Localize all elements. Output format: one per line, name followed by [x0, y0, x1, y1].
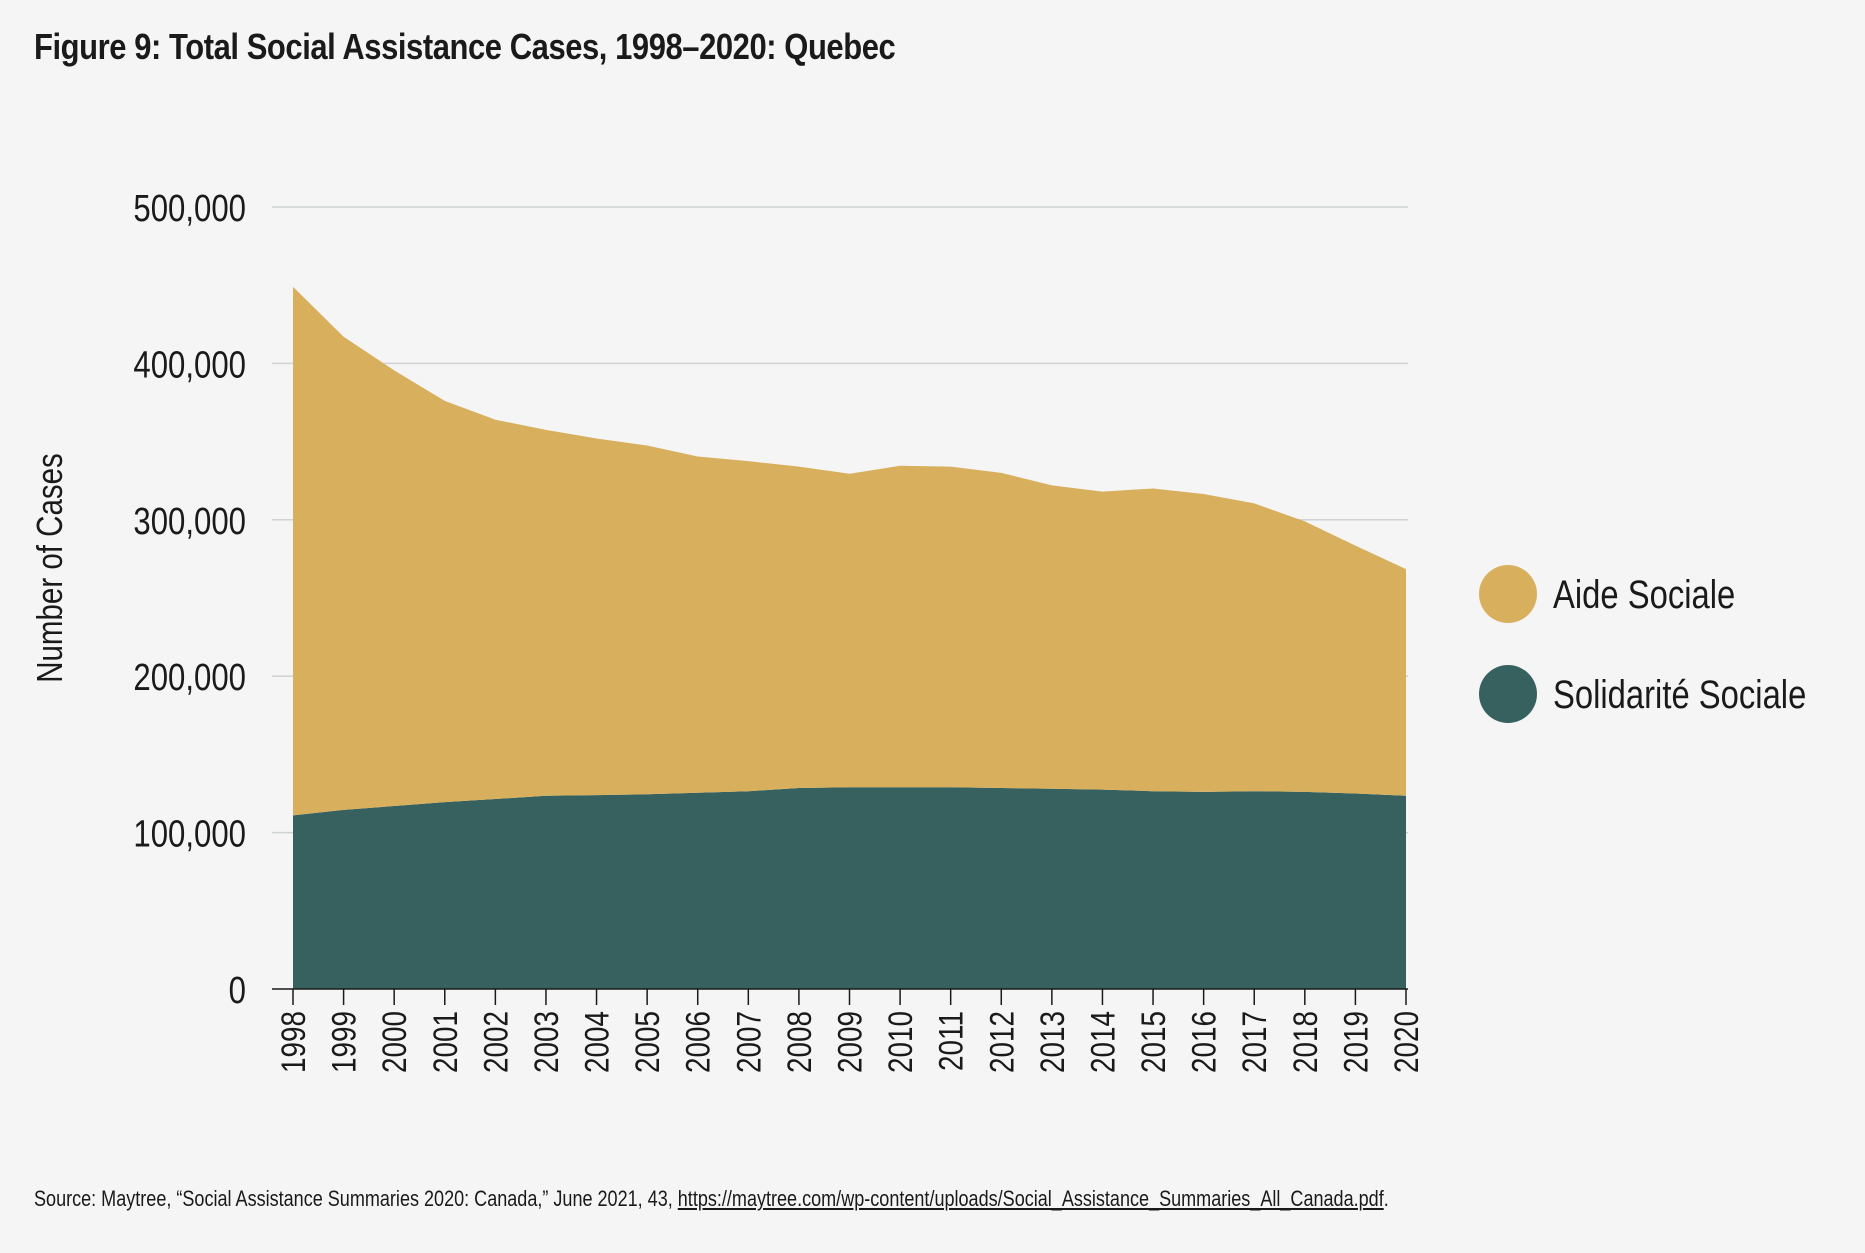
y-axis-title: Number of Cases [29, 453, 69, 683]
x-tick-label: 2002 [477, 1011, 515, 1073]
x-tick-label: 2017 [1236, 1011, 1274, 1073]
legend-swatch [1479, 665, 1537, 723]
area-aide-sociale [293, 286, 1406, 816]
x-tick-label: 2005 [628, 1011, 666, 1073]
y-tick-label: 300,000 [133, 501, 246, 543]
x-tick-label: 2011 [932, 1011, 970, 1071]
legend-label: Aide Sociale [1553, 572, 1735, 617]
y-tick-label: 200,000 [133, 657, 246, 699]
x-tick-label: 2000 [376, 1011, 414, 1073]
y-tick-label: 500,000 [133, 188, 246, 230]
x-tick-label: 2019 [1337, 1011, 1375, 1073]
x-tick-label: 2007 [730, 1011, 768, 1073]
x-tick-label: 2010 [881, 1011, 919, 1073]
area-series [293, 286, 1406, 989]
figure-title: Figure 9: Total Social Assistance Cases,… [34, 26, 896, 67]
x-tick-label: 2001 [426, 1011, 464, 1073]
x-tick-label: 2004 [578, 1011, 616, 1073]
source-note: Source: Maytree, “Social Assistance Summ… [34, 1186, 1389, 1212]
axes: 0 100,000 200,000 300,000 400,000 500,000 1998… [29, 188, 1425, 1073]
x-tick-label: 2018 [1286, 1011, 1324, 1073]
x-tick-label: 1999 [325, 1011, 363, 1073]
x-tick-label: 2015 [1134, 1011, 1172, 1073]
x-tick-label: 2006 [679, 1011, 717, 1073]
legend-swatch [1479, 565, 1537, 623]
x-tick-label: 1998 [274, 1011, 312, 1073]
source-prefix: Source: Maytree, “Social Assistance Summ… [34, 1186, 678, 1211]
y-tick-label: 400,000 [133, 345, 246, 387]
x-tick-label: 2003 [527, 1011, 565, 1073]
x-tick-label: 2013 [1033, 1011, 1071, 1073]
area-solidarite-sociale [293, 787, 1406, 989]
x-tick-label: 2014 [1084, 1011, 1122, 1073]
x-tick-label: 2020 [1387, 1011, 1425, 1073]
legend-label: Solidarité Sociale [1553, 672, 1806, 717]
source-suffix: . [1383, 1186, 1389, 1211]
x-tick-label: 2012 [983, 1011, 1021, 1073]
x-tick-label: 2009 [831, 1011, 869, 1073]
x-tick-label: 2008 [780, 1011, 818, 1073]
legend: Aide Sociale Solidarité Sociale [1479, 565, 1806, 723]
x-tick-label: 2016 [1185, 1011, 1223, 1073]
y-tick-label: 0 [229, 970, 246, 1012]
y-tick-label: 100,000 [133, 814, 246, 856]
source-link[interactable]: https://maytree.com/wp-content/uploads/S… [677, 1186, 1384, 1211]
